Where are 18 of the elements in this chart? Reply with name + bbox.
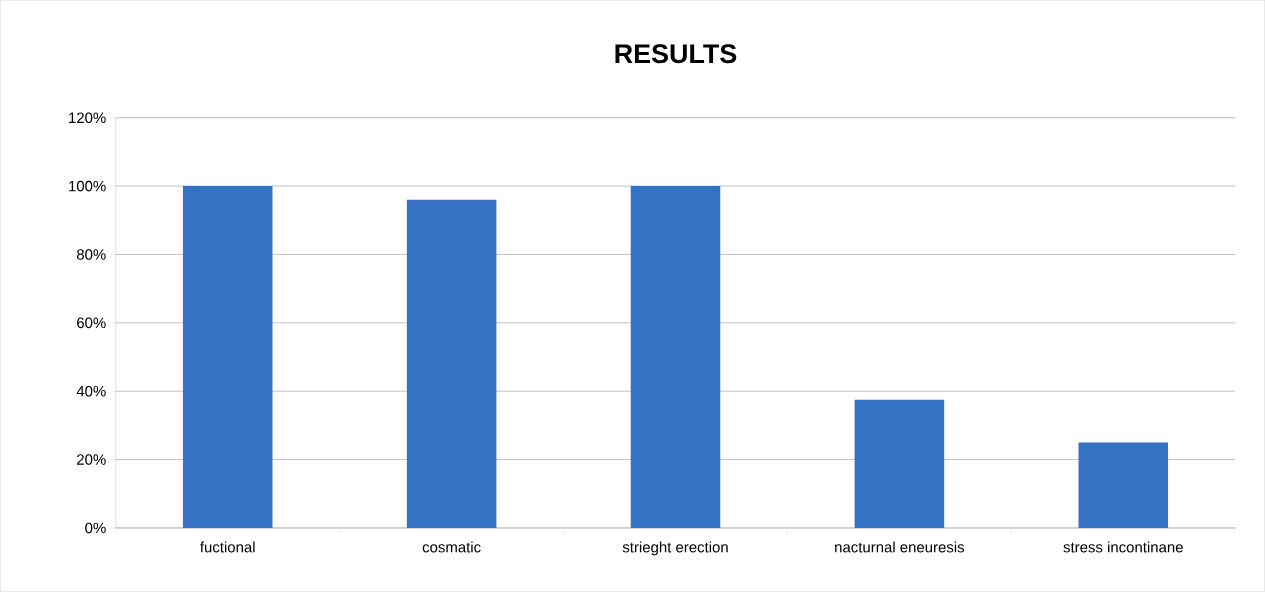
bar (854, 399, 945, 529)
chart-title: RESULTS (615, 44, 737, 64)
bar (1078, 442, 1169, 529)
bar (630, 186, 721, 529)
x-tick-label: fuctional (200, 541, 255, 553)
x-tick-label: nacturnal eneuresis (835, 541, 965, 553)
y-tick-label: 100% (69, 180, 106, 192)
y-tick-label: 60% (77, 317, 106, 329)
y-tick-label: 120% (69, 112, 106, 124)
x-tick-label: stress incontinane (1063, 541, 1183, 553)
x-tick-label: strieght erection (622, 541, 728, 556)
bar (406, 199, 497, 529)
x-tick-label: cosmatic (422, 541, 481, 553)
bar (182, 186, 273, 529)
y-tick-label: 0% (85, 522, 106, 534)
y-tick-label: 20% (77, 454, 106, 466)
y-tick-label: 40% (76, 386, 106, 397)
y-tick-label: 80% (76, 249, 106, 260)
